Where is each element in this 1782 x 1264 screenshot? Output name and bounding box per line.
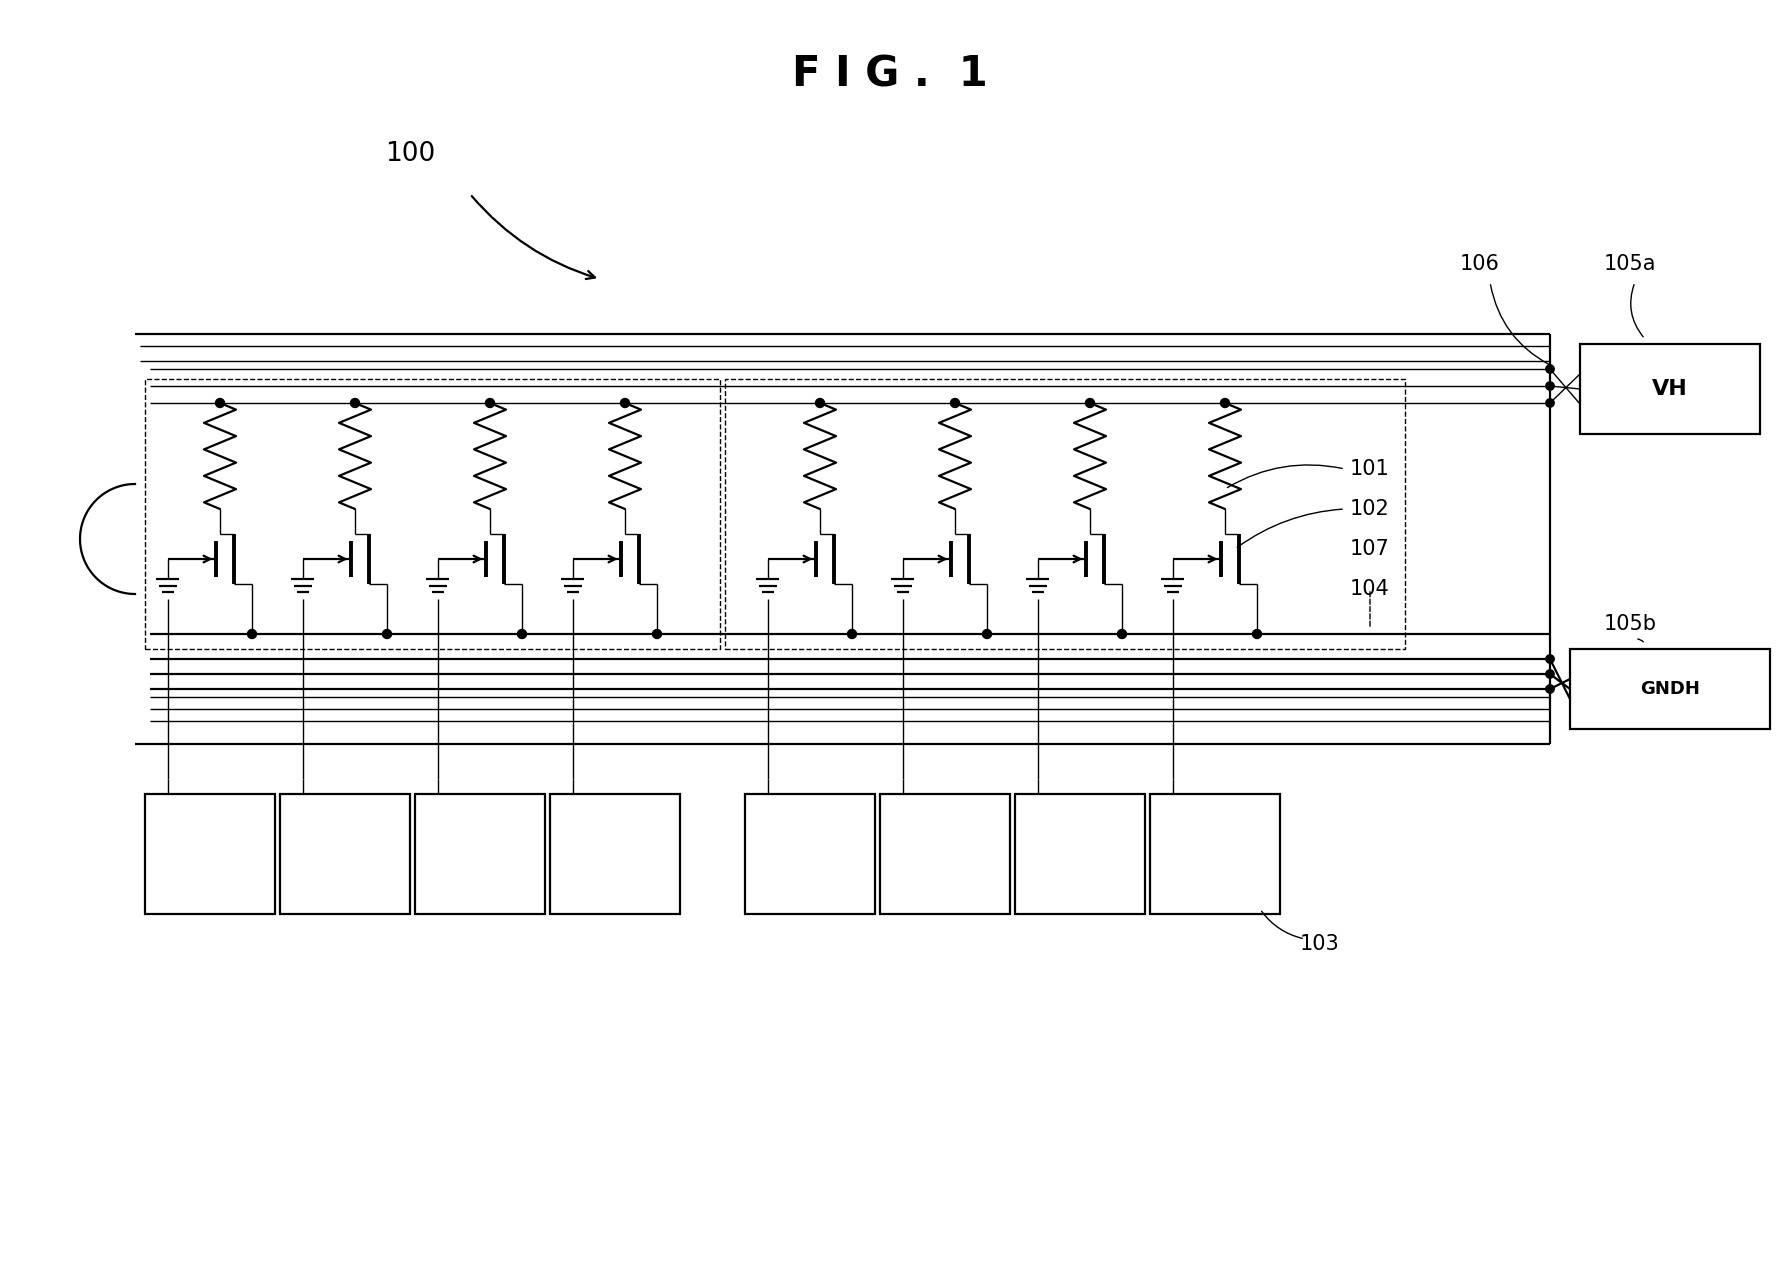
Circle shape — [248, 629, 257, 638]
Text: F I G .  1: F I G . 1 — [791, 53, 987, 95]
Circle shape — [1117, 629, 1126, 638]
Circle shape — [517, 629, 526, 638]
Text: 106: 106 — [1459, 254, 1499, 274]
Circle shape — [1545, 365, 1554, 373]
Circle shape — [485, 398, 494, 407]
Circle shape — [652, 629, 661, 638]
Text: 101: 101 — [1349, 459, 1388, 479]
Circle shape — [1221, 398, 1230, 407]
Circle shape — [1545, 399, 1554, 407]
Text: 105b: 105b — [1602, 614, 1655, 635]
Circle shape — [620, 398, 629, 407]
Text: 107: 107 — [1349, 538, 1388, 559]
Circle shape — [1545, 655, 1554, 664]
Text: VH: VH — [1652, 379, 1688, 399]
Bar — [880, 794, 1009, 914]
Circle shape — [814, 398, 823, 407]
Circle shape — [1545, 382, 1554, 391]
Circle shape — [216, 398, 225, 407]
Bar — [549, 794, 679, 914]
Circle shape — [950, 398, 959, 407]
Bar — [415, 794, 545, 914]
Bar — [144, 794, 274, 914]
Circle shape — [1545, 685, 1554, 693]
Circle shape — [1085, 398, 1094, 407]
Bar — [725, 379, 1404, 648]
Circle shape — [982, 629, 991, 638]
Text: 100: 100 — [385, 142, 435, 167]
Bar — [1149, 794, 1279, 914]
Text: 103: 103 — [1299, 934, 1338, 954]
Text: 102: 102 — [1349, 499, 1388, 520]
Text: 105a: 105a — [1602, 254, 1655, 274]
Circle shape — [1251, 629, 1262, 638]
Circle shape — [383, 629, 392, 638]
Bar — [1579, 344, 1759, 434]
Bar — [1570, 648, 1770, 729]
Bar — [144, 379, 720, 648]
Text: 104: 104 — [1349, 579, 1388, 599]
Circle shape — [1545, 670, 1554, 679]
Bar — [745, 794, 875, 914]
Circle shape — [846, 629, 855, 638]
Text: GNDH: GNDH — [1639, 680, 1698, 698]
Circle shape — [351, 398, 360, 407]
Bar — [280, 794, 410, 914]
Bar — [1014, 794, 1144, 914]
